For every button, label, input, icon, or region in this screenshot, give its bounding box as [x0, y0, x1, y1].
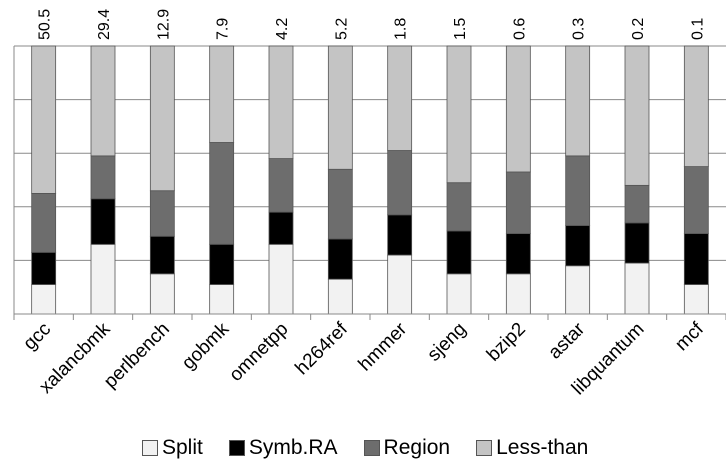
- bar-symb-ra-h264ref: [327, 238, 353, 280]
- bar-top-label: 0.3: [571, 18, 588, 40]
- bar-less-than-libquantum: [624, 45, 650, 186]
- gridlines: [14, 45, 726, 261]
- bar-symb-ra-xalancbmk: [90, 198, 116, 245]
- legend-item: Less-than: [476, 436, 588, 460]
- bar-top-label: 0.6: [511, 18, 528, 40]
- legend: Split Symb.RA Region Less-than: [142, 433, 702, 463]
- bar-top-label: 0.1: [689, 18, 706, 40]
- bar-less-than-h264ref: [327, 45, 353, 170]
- bar-less-than-astar: [565, 45, 591, 157]
- bar-split-sjeng: [446, 273, 472, 315]
- bar-top-label: 50.5: [37, 9, 54, 40]
- bar-less-than-xalancbmk: [90, 45, 116, 157]
- bar-top-label: 5.2: [333, 18, 350, 40]
- bar-less-than-omnetpp: [268, 45, 294, 159]
- bar-top-label: 4.2: [274, 18, 291, 40]
- bar-region-xalancbmk: [90, 155, 116, 200]
- x-tick-label: perlbench: [100, 319, 174, 393]
- bar-top-label: 7.9: [215, 18, 232, 40]
- x-tick-label: gobmk: [178, 318, 234, 374]
- bar-less-than-gobmk: [209, 45, 235, 143]
- bar-region-omnetpp: [268, 158, 294, 213]
- x-tick-label: hmmer: [355, 318, 412, 375]
- bar-less-than-hmmer: [387, 45, 413, 151]
- bar-split-perlbench: [149, 273, 175, 315]
- legend-swatch: [142, 440, 158, 456]
- axes: [13, 46, 726, 320]
- legend-item: Split: [142, 436, 203, 460]
- bar-less-than-gcc: [31, 45, 57, 194]
- bar-symb-ra-hmmer: [387, 214, 413, 256]
- bar-region-hmmer: [387, 150, 413, 216]
- legend-label: Split: [162, 436, 203, 459]
- legend-item: Region: [363, 436, 451, 460]
- bar-symb-ra-bzip2: [505, 233, 531, 275]
- legend-label: Symb.RA: [248, 436, 338, 459]
- bar-split-gobmk: [209, 284, 235, 315]
- bar-top-label: 1.8: [393, 18, 410, 40]
- bar-symb-ra-omnetpp: [268, 211, 294, 245]
- legend-swatch: [476, 440, 493, 456]
- bar-region-mcf: [683, 166, 709, 235]
- bar-region-libquantum: [624, 184, 650, 224]
- bar-split-h264ref: [327, 278, 353, 315]
- bar-split-libquantum: [624, 262, 650, 315]
- bar-symb-ra-sjeng: [446, 230, 472, 275]
- bar-symb-ra-gobmk: [209, 243, 235, 285]
- legend-swatch: [363, 440, 380, 456]
- bar-symb-ra-astar: [565, 225, 591, 267]
- legend-swatch: [228, 440, 245, 456]
- x-tick-label: omnetpp: [225, 319, 292, 386]
- bar-top-labels: 50.5 29.4 12.9 7.9 4.2 5.2 1.8 1.5 0.6 0.3 0.2 0.1: [37, 9, 707, 40]
- x-tick-label: astar: [544, 318, 589, 363]
- x-tick-label: bzip2: [483, 319, 530, 366]
- bar-split-hmmer: [387, 254, 413, 315]
- bar-split-xalancbmk: [90, 243, 116, 315]
- bar-split-mcf: [683, 284, 709, 315]
- bar-split-astar: [565, 265, 591, 315]
- bar-symb-ra-gcc: [31, 251, 57, 285]
- bar-symb-ra-perlbench: [149, 235, 175, 275]
- bar-stacks: [31, 45, 709, 315]
- x-tick-label: mcf: [671, 318, 708, 355]
- bar-region-bzip2: [505, 171, 531, 235]
- bar-top-label: 0.2: [630, 18, 647, 40]
- bar-region-h264ref: [327, 168, 353, 240]
- bar-split-gcc: [31, 284, 57, 315]
- bar-symb-ra-mcf: [683, 233, 709, 285]
- legend-item: Symb.RA: [228, 436, 338, 460]
- bar-less-than-sjeng: [446, 45, 472, 184]
- bar-top-label: 29.4: [96, 9, 113, 40]
- bar-less-than-bzip2: [505, 45, 531, 173]
- bar-split-omnetpp: [268, 243, 294, 315]
- bar-less-than-mcf: [683, 45, 709, 167]
- bar-less-than-perlbench: [149, 45, 175, 192]
- legend-label: Less-than: [496, 436, 589, 459]
- bar-top-label: 1.5: [452, 18, 469, 40]
- bar-symb-ra-libquantum: [624, 222, 650, 264]
- bar-split-bzip2: [505, 273, 531, 315]
- bar-region-gobmk: [209, 142, 235, 245]
- legend-label: Region: [383, 436, 451, 459]
- x-tick-label: gcc: [19, 319, 55, 355]
- bar-region-astar: [565, 155, 591, 226]
- bar-top-label: 12.9: [155, 9, 172, 40]
- bar-region-perlbench: [149, 190, 175, 237]
- bar-region-sjeng: [446, 182, 472, 232]
- x-tick-label: sjeng: [424, 319, 471, 366]
- x-tick-label: h264ref: [291, 318, 352, 379]
- bar-region-gcc: [31, 192, 57, 253]
